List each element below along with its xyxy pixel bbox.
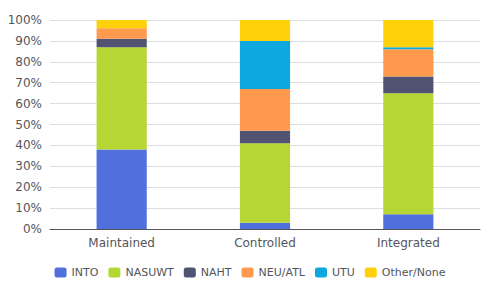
svg-text:UTU: UTU xyxy=(332,266,355,279)
svg-text:Other/None: Other/None xyxy=(382,266,446,279)
svg-text:Maintained: Maintained xyxy=(88,236,155,250)
svg-text:30%: 30% xyxy=(15,159,42,173)
svg-text:0%: 0% xyxy=(23,222,42,236)
svg-text:20%: 20% xyxy=(15,180,42,194)
svg-text:Integrated: Integrated xyxy=(377,236,440,250)
svg-text:40%: 40% xyxy=(15,138,42,152)
svg-text:NEU/ATL: NEU/ATL xyxy=(259,266,306,279)
svg-text:INTO: INTO xyxy=(72,266,99,279)
svg-text:50%: 50% xyxy=(15,118,42,132)
svg-text:Controlled: Controlled xyxy=(234,236,296,250)
svg-text:NAHT: NAHT xyxy=(201,266,232,279)
svg-text:80%: 80% xyxy=(15,55,42,69)
svg-text:100%: 100% xyxy=(8,13,42,27)
svg-text:70%: 70% xyxy=(15,76,42,90)
svg-text:10%: 10% xyxy=(15,201,42,215)
svg-text:90%: 90% xyxy=(15,34,42,48)
svg-text:NASUWT: NASUWT xyxy=(125,266,174,279)
svg-text:60%: 60% xyxy=(15,97,42,111)
